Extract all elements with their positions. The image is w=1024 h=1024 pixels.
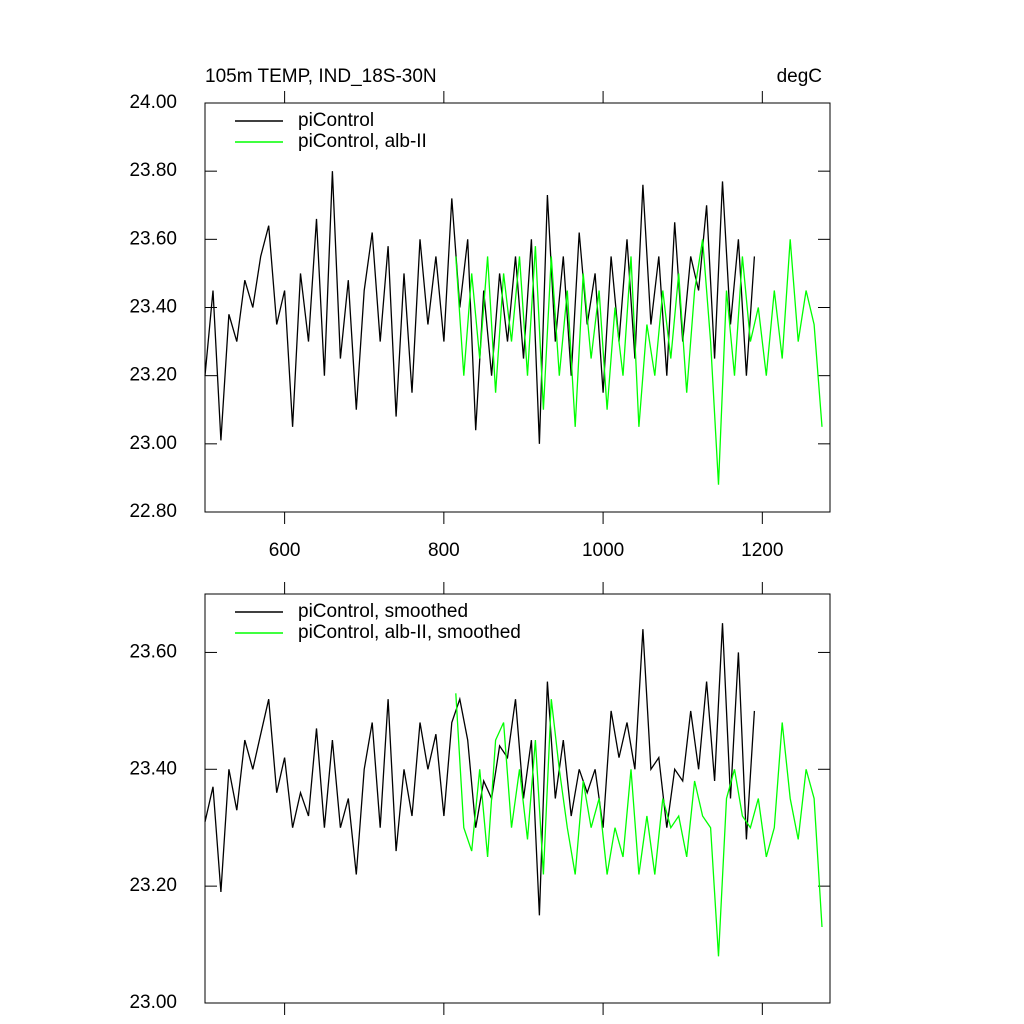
legend-label: piControl: [298, 110, 374, 131]
y-tick-label: 23.80: [129, 160, 177, 181]
units-label: degC: [777, 66, 822, 87]
series-line: [455, 239, 823, 485]
y-tick-label: 22.80: [129, 501, 177, 522]
y-tick-label: 23.00: [129, 433, 177, 454]
y-tick-label: 24.00: [129, 92, 177, 113]
plot-frame: [204, 593, 831, 1004]
series-line: [455, 693, 823, 957]
y-tick-label: 23.20: [129, 365, 177, 386]
y-tick-label: 23.60: [129, 641, 177, 662]
y-tick-label: 23.40: [129, 297, 177, 318]
x-tick-label: 800: [428, 540, 460, 561]
y-tick-label: 23.60: [129, 228, 177, 249]
y-tick-label: 23.20: [129, 875, 177, 896]
x-tick-label: 1000: [582, 540, 624, 561]
legend-label: piControl, smoothed: [298, 601, 468, 622]
x-tick-label: 600: [269, 540, 301, 561]
series-line: [204, 623, 756, 916]
y-tick-label: 23.40: [129, 758, 177, 779]
x-tick-label: 1200: [741, 540, 783, 561]
legend-label: piControl, alb-II, smoothed: [298, 622, 521, 643]
legend-label: piControl, alb-II: [298, 131, 427, 152]
series-line: [204, 171, 756, 444]
chart-title: 105m TEMP, IND_18S-30N: [205, 66, 437, 87]
y-tick-label: 23.00: [129, 992, 177, 1013]
